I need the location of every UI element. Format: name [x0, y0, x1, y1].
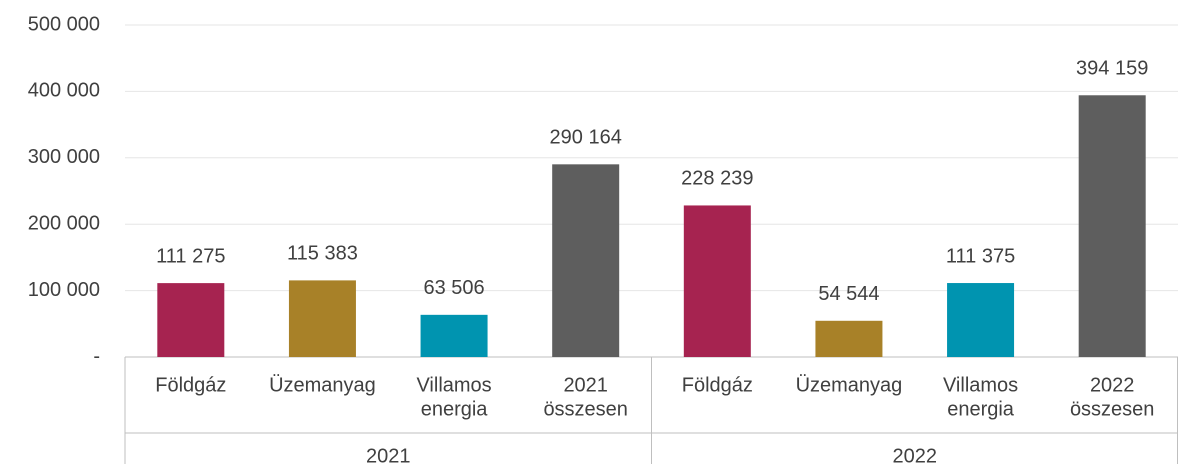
x-tick-label: Földgáz [155, 374, 226, 396]
bar [288, 280, 356, 357]
y-tick-label: 400 000 [28, 80, 100, 102]
x-tick-label: 2022 [1090, 374, 1135, 396]
data-label: 290 164 [550, 127, 622, 149]
data-label: 115 383 [287, 243, 358, 265]
bar [1078, 95, 1146, 357]
y-tick-label: 100 000 [28, 279, 100, 301]
y-tick-label: 300 000 [28, 146, 100, 168]
x-tick-label: összesen [543, 398, 628, 420]
x-tick-label: Üzemanyag [269, 374, 376, 396]
group-label: 2022 [893, 445, 938, 464]
bar [157, 283, 225, 357]
x-tick-label: energia [421, 398, 489, 420]
x-tick-label: összesen [1070, 398, 1155, 420]
data-label: 111 275 [156, 245, 225, 267]
bar [815, 320, 883, 357]
bar [420, 314, 488, 357]
x-tick-label: Üzemanyag [796, 374, 903, 396]
y-tick-label: 200 000 [28, 212, 100, 234]
y-tick-label: 500 000 [28, 13, 100, 35]
x-tick-label: Villamos [416, 374, 491, 396]
bar [552, 164, 620, 357]
data-label: 228 239 [681, 168, 753, 190]
data-label: 54 544 [818, 283, 879, 305]
y-tick-label: - [93, 345, 100, 367]
x-tick-label: Földgáz [682, 374, 753, 396]
x-tick-label: 2021 [563, 374, 608, 396]
group-label: 2021 [366, 445, 411, 464]
data-label: 394 159 [1076, 58, 1148, 80]
data-label: 63 506 [423, 277, 484, 299]
bar [947, 283, 1015, 357]
bar [683, 205, 751, 357]
x-tick-label: Villamos [943, 374, 1018, 396]
data-label: 111 375 [946, 245, 1015, 267]
x-tick-label: energia [947, 398, 1015, 420]
